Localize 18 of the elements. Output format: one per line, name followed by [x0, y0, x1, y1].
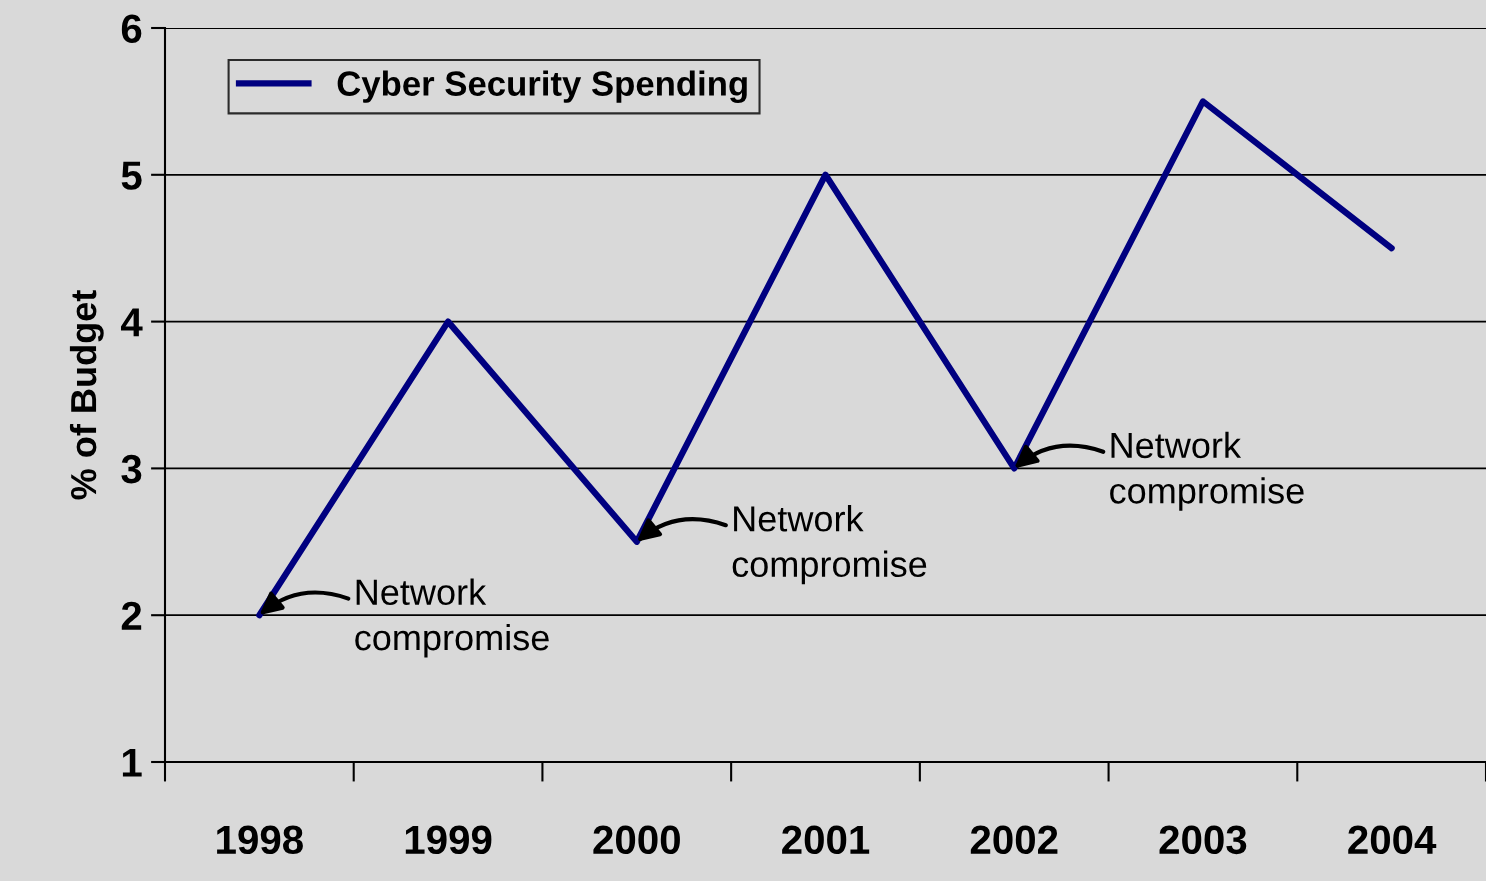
x-tick-label: 2003 [1159, 825, 1247, 855]
x-tick-label: 1998 [217, 825, 303, 855]
y-axis-title: % of Budget [69, 290, 104, 500]
annotation: Network compromise [355, 578, 549, 658]
x-tick-label: 2001 [782, 825, 870, 855]
y-tick-label: 1 [122, 748, 142, 777]
annotation: Network compromise [1110, 431, 1304, 511]
x-tick-label: 2000 [593, 825, 680, 855]
y-tick-label: 3 [121, 454, 142, 484]
annotation: Network compromise [732, 505, 927, 585]
y-tick-label: 6 [121, 14, 142, 43]
x-tick-label: 2002 [970, 825, 1058, 855]
x-tick-label: 1999 [405, 825, 492, 855]
x-tick-label: 2004 [1348, 825, 1437, 855]
y-tick-label: 5 [121, 161, 142, 190]
y-tick-label: 2 [121, 601, 142, 630]
y-tick-label: 4 [120, 308, 143, 337]
legend-label: Cyber Security Spending [337, 70, 747, 103]
